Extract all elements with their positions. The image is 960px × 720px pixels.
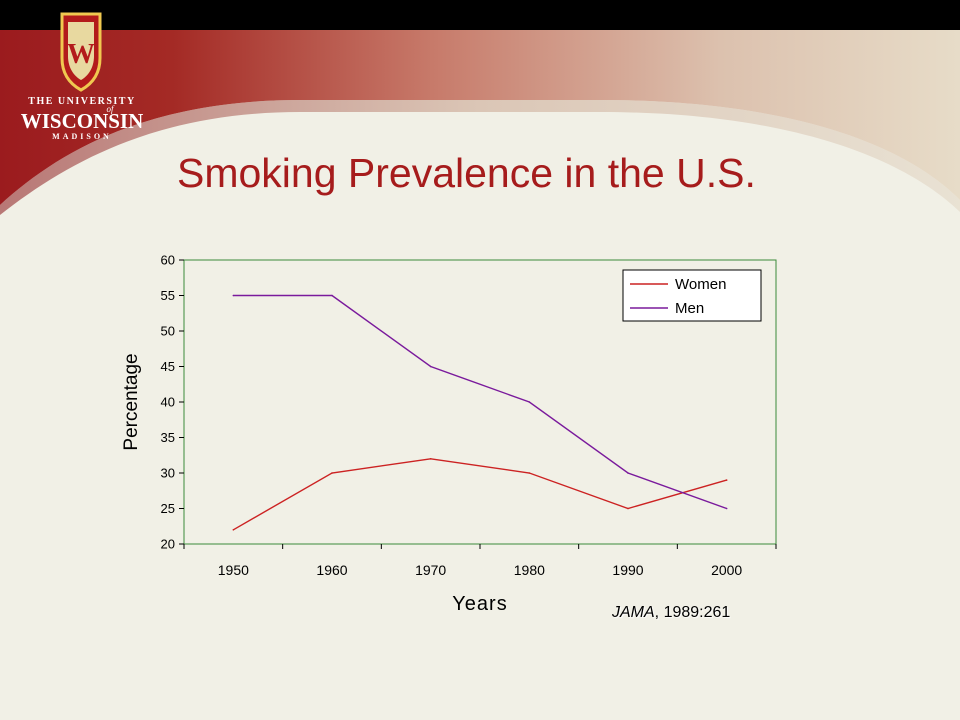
- top-black-bar: [0, 0, 960, 30]
- data-point-men: [627, 472, 629, 474]
- data-point-women: [627, 507, 629, 510]
- data-point-women: [528, 472, 531, 474]
- data-point-women: [331, 472, 333, 474]
- y-axis-title: Percentage: [121, 353, 142, 450]
- data-point-men: [725, 507, 728, 510]
- university-logo: W THE UNIVERSITY of WISCONSIN MADISON: [21, 12, 144, 140]
- x-tick-label: 1990: [612, 562, 643, 578]
- logo-line-university: THE UNIVERSITY: [28, 96, 135, 107]
- citation-journal: JAMA: [612, 604, 655, 621]
- crest-letter: W: [67, 39, 95, 70]
- y-tick-label: 35: [161, 430, 175, 445]
- y-tick-label: 45: [161, 359, 175, 374]
- citation: JAMA, 1989:261: [612, 604, 730, 622]
- y-tick-label: 60: [161, 253, 175, 268]
- x-tick-label: 2000: [711, 562, 742, 578]
- series-line-men: [233, 294, 727, 510]
- data-point-women: [725, 479, 728, 481]
- logo-line-wisconsin: WISCONSIN: [21, 109, 144, 133]
- x-tick-label: 1950: [218, 562, 249, 578]
- x-tick-label: 1980: [514, 562, 545, 578]
- data-point-men: [331, 294, 333, 297]
- legend-label-women: Women: [675, 276, 726, 293]
- y-tick-label: 20: [161, 537, 175, 552]
- header-banner: [0, 30, 960, 215]
- y-tick-label: 25: [161, 501, 175, 516]
- page-title: Smoking Prevalence in the U.S.: [177, 150, 756, 196]
- legend-label-men: Men: [675, 300, 704, 317]
- y-tick-label: 30: [161, 466, 175, 481]
- logo-line-of: of: [106, 104, 115, 114]
- series-line-women: [232, 458, 727, 531]
- logo-line-madison: MADISON: [52, 132, 112, 140]
- x-tick-label: 1960: [316, 562, 347, 578]
- x-axis-title: Years: [452, 593, 507, 615]
- data-point-men: [528, 401, 531, 403]
- y-tick-label: 55: [161, 288, 175, 303]
- y-tick-label: 50: [161, 324, 175, 339]
- data-point-men: [232, 294, 235, 297]
- legend-box: [622, 269, 762, 322]
- data-point-women: [429, 458, 432, 460]
- data-point-women: [232, 529, 235, 531]
- y-tick-label: 40: [161, 395, 175, 410]
- data-point-men: [429, 365, 432, 368]
- citation-details: , 1989:261: [654, 604, 731, 621]
- x-tick-label: 1970: [415, 562, 446, 578]
- legend: Women Men: [622, 269, 762, 322]
